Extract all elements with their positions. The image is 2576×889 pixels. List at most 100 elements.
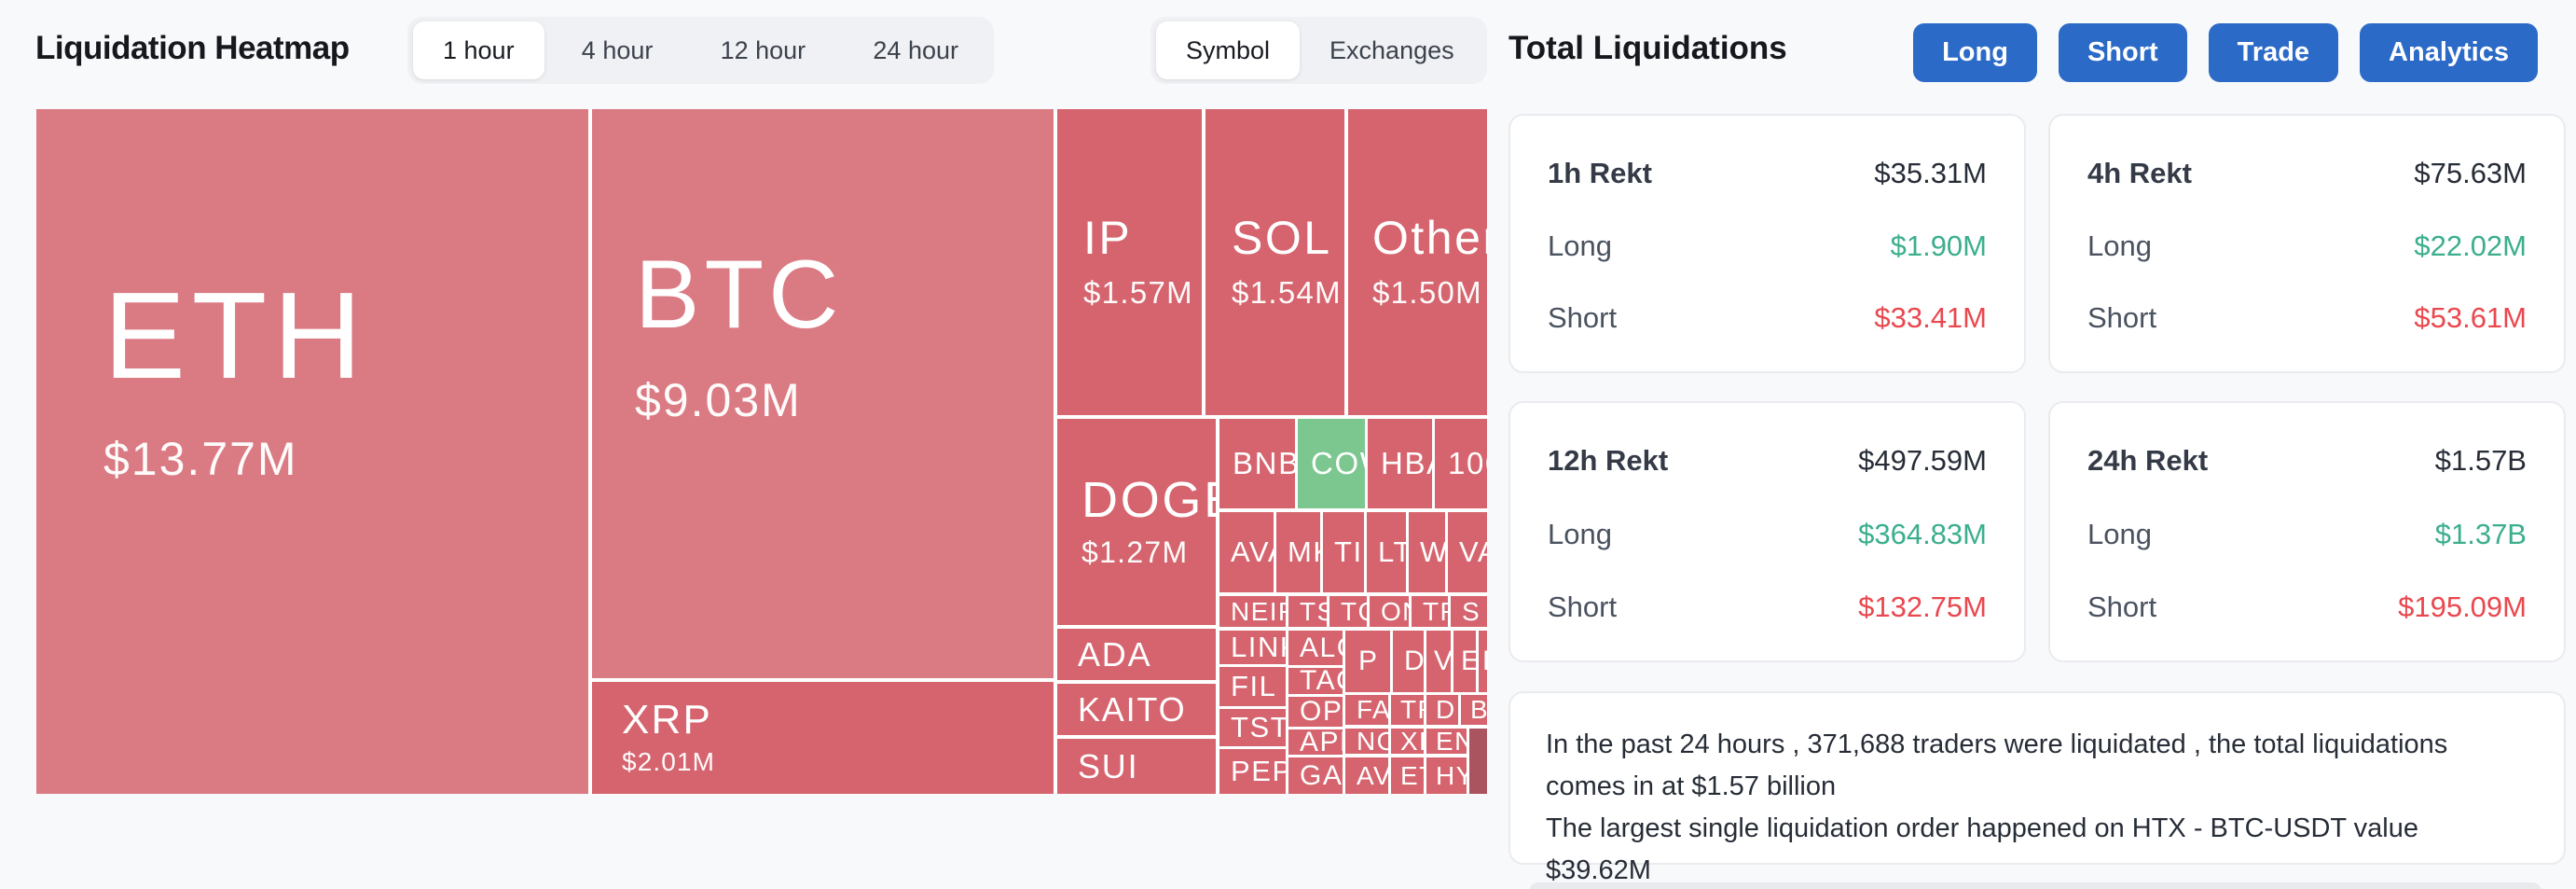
tab-1-hour[interactable]: 1 hour — [413, 21, 544, 79]
short-label: Short — [1548, 590, 1618, 623]
stat-card-4h: 4h Rekt $75.63M Long $22.02M Short $53.61M — [2048, 114, 2566, 373]
cell-value: $9.03M — [635, 374, 802, 427]
treemap-cell-ada[interactable]: ADA — [1057, 629, 1216, 680]
treemap-cell-cow[interactable]: COW — [1298, 419, 1365, 508]
cell-value: $1.57M — [1083, 275, 1193, 310]
treemap-cell-ava[interactable]: AVA — [1219, 512, 1274, 592]
treemap-cell-xrp[interactable]: XRP $2.01M — [592, 682, 1054, 794]
cell-symbol: EN — [1436, 729, 1467, 754]
treemap-cell-tc[interactable]: TC — [1329, 596, 1367, 627]
cell-symbol: S — [1462, 596, 1481, 626]
treemap-cell-hy[interactable]: HY — [1426, 757, 1467, 794]
treemap-cell-p[interactable]: P — [1345, 631, 1390, 692]
treemap-cell-fil[interactable]: FIL — [1219, 667, 1286, 706]
cell-symbol: SUI — [1078, 746, 1139, 785]
cell-symbol: P — [1358, 646, 1379, 677]
cell-symbol: TC — [1341, 596, 1367, 626]
treemap-cell-sol[interactable]: SOL $1.54M — [1205, 109, 1344, 415]
tab-4-hour[interactable]: 4 hour — [581, 35, 654, 64]
treemap-cell-b[interactable]: B — [1461, 695, 1487, 725]
treemap-cell-lt[interactable]: LT — [1367, 512, 1406, 592]
cell-symbol: HBA — [1381, 445, 1432, 480]
cell-symbol: D — [1404, 646, 1424, 677]
treemap-cell-ip[interactable]: IP $1.57M — [1057, 109, 1202, 415]
cell-symbol: GAL — [1300, 759, 1343, 791]
long-value: $1.37B — [2434, 517, 2527, 550]
treemap-cell-on[interactable]: ON — [1370, 596, 1409, 627]
cell-symbol: XL — [1400, 729, 1424, 754]
treemap-cell-va[interactable]: VA — [1448, 512, 1487, 592]
long-value: $22.02M — [2414, 229, 2527, 262]
treemap-cell-ts[interactable]: TS — [1288, 596, 1327, 627]
treemap-cell-eth[interactable]: ETH $13.77M — [36, 109, 588, 794]
treemap-cell-ape[interactable]: APE — [1288, 729, 1343, 755]
cell-symbol: FA — [1357, 695, 1388, 725]
treemap-cell-v[interactable]: V — [1426, 631, 1451, 692]
treemap-cell-bnb[interactable]: BNB — [1219, 419, 1295, 508]
cell-symbol: MK — [1288, 535, 1320, 568]
stat-card-24h: 24h Rekt $1.57B Long $1.37B Short $195.09M — [2048, 401, 2566, 662]
long-value: $1.90M — [1890, 229, 1987, 262]
treemap-cell-s[interactable]: S — [1451, 596, 1487, 627]
treemap-cell-f[interactable]: F — [1479, 631, 1487, 692]
long-label: Long — [2087, 517, 2152, 550]
tab-12-hour[interactable]: 12 hour — [720, 35, 806, 64]
treemap-cell-kaito[interactable]: KAITO — [1057, 684, 1216, 735]
analytics-button[interactable]: Analytics — [2360, 23, 2538, 82]
treemap-cell-neir[interactable]: NEIR — [1219, 596, 1286, 627]
treemap-cell-d[interactable]: D — [1426, 695, 1458, 725]
treemap-cell-100[interactable]: 100 — [1435, 419, 1487, 508]
stat-card-12h: 12h Rekt $497.59M Long $364.83M Short $132.… — [1508, 401, 2026, 662]
stat-card-1h: 1h Rekt $35.31M Long $1.90M Short $33.41M — [1508, 114, 2026, 373]
treemap-cell-av[interactable]: AV — [1345, 757, 1388, 794]
treemap-cell-alg[interactable]: ALG — [1288, 631, 1343, 665]
cell-symbol: KAITO — [1078, 689, 1187, 729]
cell-symbol: AVA — [1231, 535, 1274, 568]
liquidation-summary-card: In the past 24 hours , 371,688 traders w… — [1508, 691, 2566, 885]
trade-button[interactable]: Trade — [2208, 23, 2339, 82]
liquidation-treemap: ETH $13.77M BTC $9.03M XRP $2.01M IP $1.57M SOL $… — [36, 109, 1488, 794]
cell-symbol: ON — [1381, 596, 1409, 626]
treemap-cell-xl[interactable]: XL — [1391, 729, 1424, 754]
treemap-cell-link[interactable]: LINK — [1219, 631, 1286, 664]
tab-exchanges[interactable]: Exchanges — [1329, 35, 1454, 64]
cell-value: $1.50M — [1372, 275, 1482, 310]
treemap-cell-pepe[interactable]: PEPE — [1219, 749, 1286, 794]
long-button[interactable]: Long — [1913, 23, 2037, 82]
treemap-cell-btc[interactable]: BTC $9.03M — [592, 109, 1054, 678]
long-label: Long — [1548, 517, 1612, 550]
treemap-cell-ti[interactable]: TI — [1323, 512, 1364, 592]
treemap-cell-no[interactable]: NO — [1345, 729, 1388, 754]
cell-symbol: TR — [1423, 596, 1448, 626]
card-title: 1h Rekt — [1548, 157, 1652, 189]
cell-symbol: IP — [1083, 212, 1133, 264]
treemap-cell-d[interactable]: D — [1393, 631, 1424, 692]
treemap-cell-e[interactable]: E — [1453, 631, 1476, 692]
cell-value: $1.27M — [1081, 535, 1189, 570]
treemap-cell-op[interactable]: OP — [1288, 697, 1343, 727]
card-total: $1.57B — [2434, 444, 2527, 477]
tab-24-hour[interactable]: 24 hour — [873, 35, 958, 64]
treemap-cell-tst[interactable]: TST — [1219, 709, 1286, 746]
cell-symbol: BTC — [635, 240, 844, 349]
summary-line-1: In the past 24 hours , 371,688 traders w… — [1546, 729, 2448, 801]
cell-symbol: D — [1436, 695, 1456, 725]
treemap-cell-fa[interactable]: FA — [1345, 695, 1388, 725]
treemap-cell-tr[interactable]: TR — [1391, 695, 1424, 725]
cell-symbol: W — [1420, 535, 1445, 568]
cell-symbol: LINK — [1231, 631, 1286, 663]
treemap-cell-others[interactable]: Others $1.50M — [1348, 109, 1487, 415]
treemap-cell-mk[interactable]: MK — [1276, 512, 1320, 592]
treemap-cell-en[interactable]: EN — [1426, 729, 1467, 754]
treemap-cell-doge[interactable]: DOGE $1.27M — [1057, 419, 1216, 625]
short-button[interactable]: Short — [2058, 23, 2187, 82]
treemap-cell-tr[interactable]: TR — [1412, 596, 1448, 627]
treemap-cell-gal[interactable]: GAL — [1288, 757, 1343, 794]
treemap-cell-hba[interactable]: HBA — [1368, 419, 1432, 508]
treemap-cell-tao[interactable]: TAO — [1288, 668, 1343, 694]
treemap-cell-sui[interactable]: SUI — [1057, 739, 1216, 794]
treemap-cell-w[interactable]: W — [1409, 512, 1445, 592]
treemap-cell-unlabeled[interactable] — [1469, 729, 1487, 794]
tab-symbol[interactable]: Symbol — [1156, 21, 1301, 79]
treemap-cell-et[interactable]: ET — [1391, 757, 1424, 794]
